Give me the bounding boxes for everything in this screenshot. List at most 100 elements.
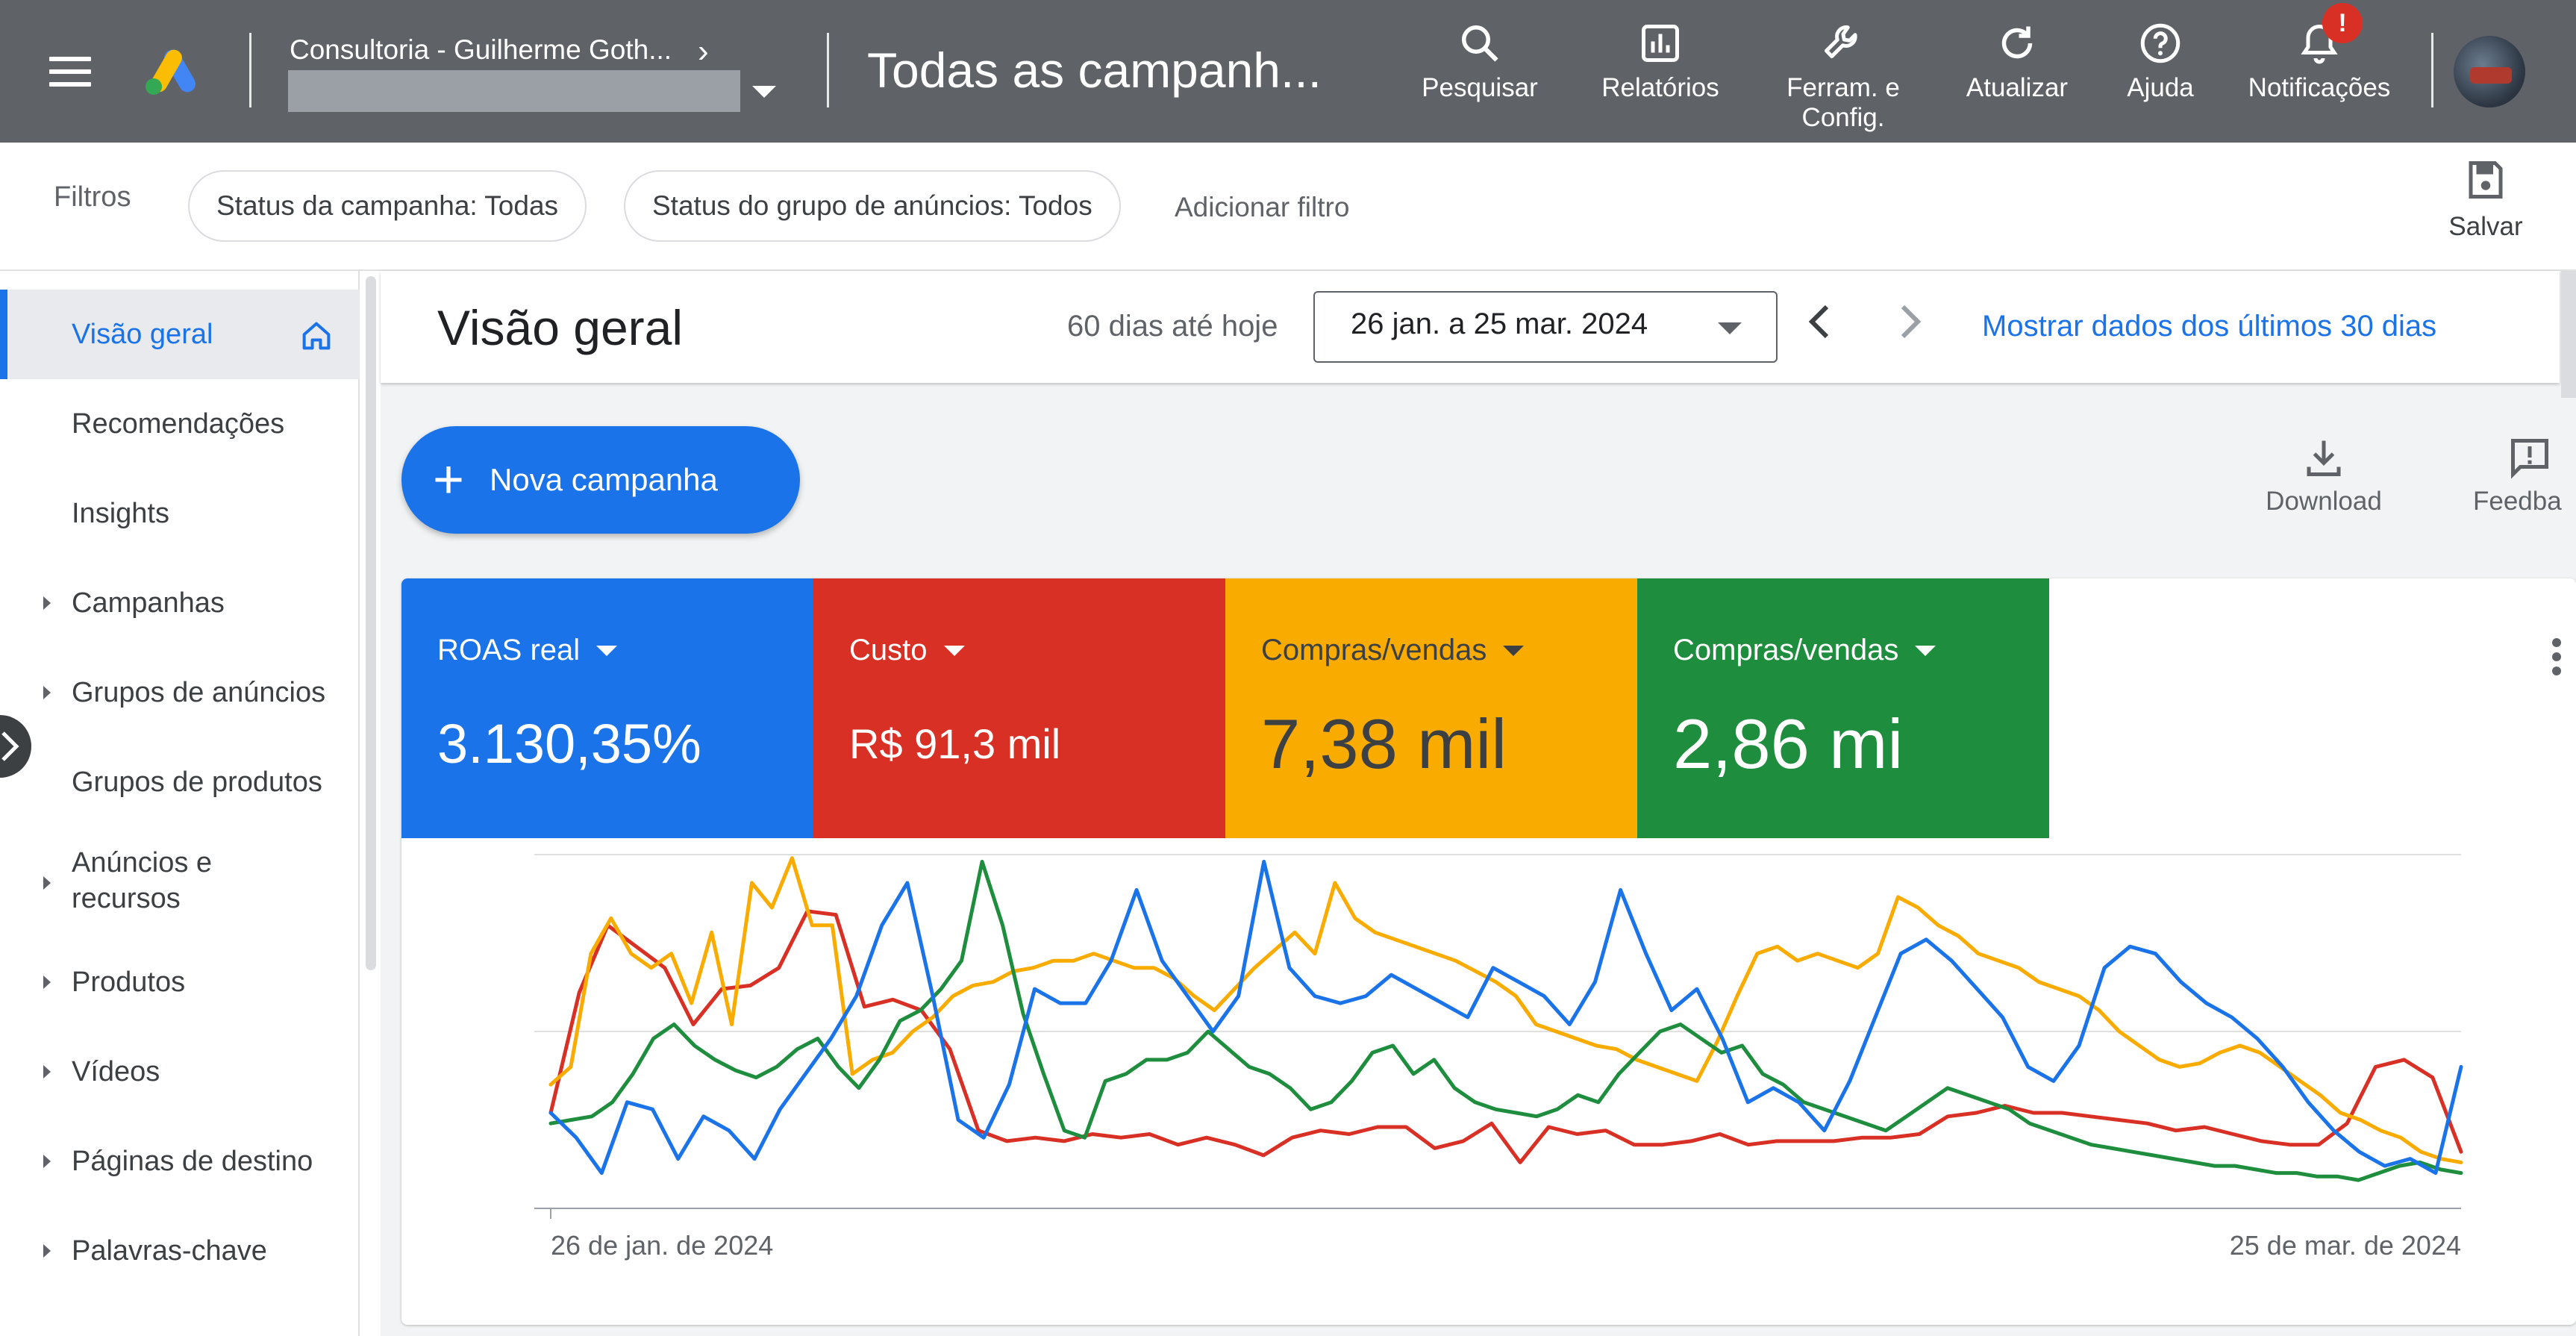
search-button[interactable]: Pesquisar xyxy=(1409,13,1551,103)
avatar[interactable] xyxy=(2454,36,2525,107)
chevron-right-icon xyxy=(1,731,19,761)
metric-label[interactable]: Custo xyxy=(849,634,965,667)
sidebar-item-label: Vídeos xyxy=(72,1056,160,1087)
google-ads-logo-icon[interactable] xyxy=(143,45,203,97)
add-filter-button[interactable]: Adicionar filtro xyxy=(1175,192,1350,222)
help-button[interactable]: Ajuda xyxy=(2104,13,2216,103)
account-dropdown-icon[interactable] xyxy=(752,86,776,98)
plus-icon: + xyxy=(433,450,465,510)
series-line-0 xyxy=(548,909,2463,1164)
reports-label: Relatórios xyxy=(1601,73,1719,102)
account-id-redacted xyxy=(288,70,740,112)
metric-card-purchase-value[interactable]: Compras/vendas 2,86 mi xyxy=(1637,578,2049,838)
menu-icon[interactable] xyxy=(49,57,91,87)
reports-button[interactable]: Relatórios xyxy=(1586,13,1735,103)
campaign-status-filter-chip[interactable]: Status da campanha: Todas xyxy=(188,170,587,242)
download-icon xyxy=(2307,440,2341,476)
expand-caret-icon xyxy=(43,876,51,890)
topbar-divider xyxy=(249,33,251,107)
date-range-select[interactable]: 26 jan. a 25 mar. 2024 xyxy=(1313,291,1778,363)
feedback-button[interactable]: Feedba xyxy=(2470,435,2576,516)
date-range-value: 26 jan. a 25 mar. 2024 xyxy=(1351,308,1648,340)
download-label: Download xyxy=(2266,487,2382,516)
search-icon xyxy=(1409,13,1551,73)
refresh-icon xyxy=(1946,13,2088,73)
top-bar: Consultoria - Guilherme Goth... › Todas … xyxy=(0,0,2576,143)
notifications-label: Notificações xyxy=(2248,73,2391,102)
sidebar-item-overview[interactable]: Visão geral xyxy=(0,290,360,379)
expand-caret-icon xyxy=(43,976,51,989)
main-content: Visão geral 60 dias até hoje 26 jan. a 2… xyxy=(381,271,2576,1336)
main-scrollbar[interactable] xyxy=(2561,271,2576,398)
metric-value: R$ 91,3 mil xyxy=(849,720,1061,767)
save-label: Salvar xyxy=(2448,212,2523,241)
sidebar-item-keywords[interactable]: Palavras-chave xyxy=(0,1206,360,1296)
new-campaign-label: Nova campanha xyxy=(490,462,718,497)
show-last-30-days-link[interactable]: Mostrar dados dos últimos 30 dias xyxy=(1982,310,2437,343)
sidebar-item-label: Páginas de destino xyxy=(72,1146,313,1177)
next-period-button[interactable] xyxy=(1895,301,1925,352)
sidebar-item-recommendations[interactable]: Recomendações xyxy=(0,379,360,469)
home-icon xyxy=(300,321,333,358)
new-campaign-button[interactable]: + Nova campanha xyxy=(401,426,800,534)
page-heading: Todas as campanh... xyxy=(867,43,1322,98)
expand-caret-icon xyxy=(43,1155,51,1168)
metric-label[interactable]: Compras/vendas xyxy=(1261,634,1525,667)
sidebar-item-label: Grupos de produtos xyxy=(72,767,322,798)
sidebar-item-campaigns[interactable]: Campanhas xyxy=(0,558,360,648)
metric-label[interactable]: Compras/vendas xyxy=(1673,634,1936,667)
expand-caret-icon xyxy=(43,596,51,610)
overview-header: Visão geral 60 dias até hoje 26 jan. a 2… xyxy=(381,271,2560,383)
metric-label[interactable]: ROAS real xyxy=(437,634,618,667)
previous-period-button[interactable] xyxy=(1804,301,1834,352)
save-button[interactable]: Salvar xyxy=(2445,157,2527,242)
x-tick-label: 25 de mar. de 2024 xyxy=(2230,1230,2461,1261)
sidebar-item-ad-groups[interactable]: Grupos de anúncios xyxy=(0,648,360,737)
download-button[interactable]: Download xyxy=(2249,435,2398,516)
notifications-button[interactable]: Notificações xyxy=(2231,13,2407,103)
expand-caret-icon xyxy=(43,1065,51,1079)
chevron-down-icon xyxy=(943,645,965,656)
series-line-2 xyxy=(548,860,2463,1182)
metric-card-cost[interactable]: Custo R$ 91,3 mil xyxy=(813,578,1225,838)
topbar-divider xyxy=(827,33,829,107)
metric-value: 3.130,35% xyxy=(437,713,701,775)
expand-caret-icon xyxy=(43,686,51,699)
refresh-label: Atualizar xyxy=(1966,73,2069,102)
performance-card: ROAS real 3.130,35% Custo R$ 91,3 mil Co… xyxy=(401,578,2576,1325)
reports-icon xyxy=(1586,13,1735,73)
tools-settings-label: Ferram. e Config. xyxy=(1786,73,1900,132)
sidebar-item-product-groups[interactable]: Grupos de produtos xyxy=(0,737,360,827)
adgroup-status-filter-chip[interactable]: Status do grupo de anúncios: Todos xyxy=(624,170,1121,242)
series-line-1 xyxy=(548,856,2463,1164)
sidebar-item-label: Recomendações xyxy=(72,408,285,440)
metric-value: 2,86 mi xyxy=(1673,705,1904,783)
account-name[interactable]: Consultoria - Guilherme Goth... xyxy=(290,34,672,65)
sidebar-item-label: Palavras-chave xyxy=(72,1235,267,1267)
sidebar-scrollbar[interactable] xyxy=(366,276,376,970)
sidebar-item-label: Grupos de anúncios xyxy=(72,677,326,708)
refresh-button[interactable]: Atualizar xyxy=(1946,13,2088,103)
bell-icon xyxy=(2231,13,2407,73)
sidebar-item-products[interactable]: Produtos xyxy=(0,937,360,1027)
metric-card-roas[interactable]: ROAS real 3.130,35% xyxy=(401,578,813,838)
feedback-icon xyxy=(2511,439,2548,479)
sidebar-item-label: Insights xyxy=(72,498,169,529)
more-options-icon[interactable] xyxy=(2552,638,2561,681)
chevron-down-icon xyxy=(1503,645,1525,656)
chevron-right-icon xyxy=(1901,305,1922,339)
sidebar-item-label: Campanhas xyxy=(72,587,225,619)
chevron-right-icon[interactable]: › xyxy=(698,33,709,69)
tools-settings-button[interactable]: Ferram. e Config. xyxy=(1769,13,1918,133)
notification-badge: ! xyxy=(2322,3,2363,43)
topbar-divider xyxy=(2431,33,2433,107)
sidebar-item-insights[interactable]: Insights xyxy=(0,469,360,558)
help-icon xyxy=(2104,13,2216,73)
chevron-left-icon xyxy=(1808,305,1829,339)
sidebar-item-ads-assets[interactable]: Anúncios e recursos xyxy=(0,827,360,937)
sidebar-item-landing-pages[interactable]: Páginas de destino xyxy=(0,1117,360,1206)
metric-card-purchases[interactable]: Compras/vendas 7,38 mil xyxy=(1225,578,1637,838)
sidebar: Visão geral Recomendações Insights Campa… xyxy=(0,271,360,1336)
sidebar-item-videos[interactable]: Vídeos xyxy=(0,1027,360,1117)
page-title: Visão geral xyxy=(437,300,684,355)
